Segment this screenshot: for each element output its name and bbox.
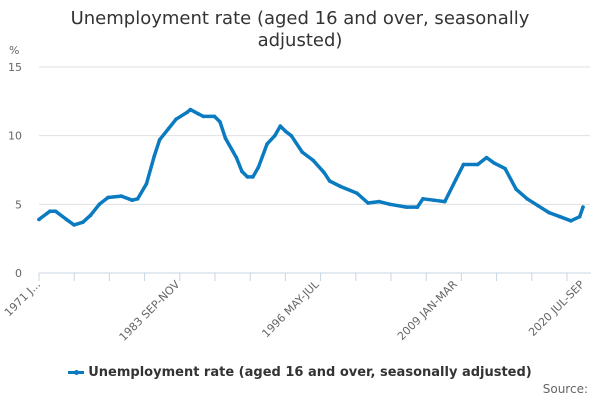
data-point xyxy=(388,202,392,207)
data-point xyxy=(327,179,332,183)
data-point xyxy=(245,175,250,179)
data-point xyxy=(135,197,140,201)
data-point xyxy=(152,154,156,159)
data-point xyxy=(525,197,529,201)
data-point xyxy=(581,205,585,209)
data-point xyxy=(492,161,496,165)
x-tick-label: 1996 MAY-JUL xyxy=(259,277,322,340)
data-point xyxy=(569,219,573,223)
y-tick-label: 15 xyxy=(8,61,22,74)
data-point xyxy=(48,209,52,213)
legend[interactable]: Unemployment rate (aged 16 and over, sea… xyxy=(0,365,600,380)
data-point xyxy=(196,111,200,116)
data-point xyxy=(278,124,283,128)
data-point xyxy=(188,107,193,112)
data-point xyxy=(558,214,562,219)
data-point xyxy=(289,133,294,138)
data-point xyxy=(97,202,102,207)
data-point xyxy=(338,184,343,189)
x-tick-label: 2020 JUL-SEP xyxy=(526,278,587,339)
source-label: Source: xyxy=(542,382,588,396)
data-point xyxy=(201,114,206,119)
data-point xyxy=(536,203,540,208)
data-point xyxy=(300,150,305,154)
data-point xyxy=(251,175,255,179)
y-tick-label: 10 xyxy=(8,130,22,143)
data-point xyxy=(218,120,222,124)
x-tick-label: 2009 JAN-MAR xyxy=(395,278,460,343)
data-point xyxy=(421,197,425,201)
y-tick-label: 0 xyxy=(15,267,22,280)
data-point xyxy=(240,169,244,174)
x-tick-label: 1971 J... xyxy=(2,278,43,319)
data-point xyxy=(157,137,162,142)
data-point xyxy=(53,209,58,213)
data-point xyxy=(72,223,76,227)
y-axis-unit-label: % xyxy=(9,44,20,57)
data-point xyxy=(223,136,228,141)
x-tick-label: 1983 SEP-NOV xyxy=(117,278,183,344)
data-point xyxy=(130,198,135,203)
data-point xyxy=(577,214,582,219)
data-point xyxy=(415,205,420,209)
data-point xyxy=(377,199,381,204)
data-point xyxy=(311,158,315,163)
data-point xyxy=(322,170,326,175)
data-point xyxy=(81,220,85,224)
data-point xyxy=(503,166,507,171)
data-point xyxy=(443,199,447,204)
data-point xyxy=(64,217,69,222)
data-point xyxy=(144,181,149,186)
data-point xyxy=(355,191,359,196)
data-point xyxy=(88,213,93,218)
data-point xyxy=(256,165,261,170)
data-point xyxy=(461,162,466,167)
data-point xyxy=(119,194,124,198)
data-point xyxy=(37,217,41,222)
data-point xyxy=(166,127,171,131)
y-tick-label: 5 xyxy=(15,198,22,211)
legend-label: Unemployment rate (aged 16 and over, sea… xyxy=(88,365,532,380)
legend-swatch-icon xyxy=(68,369,85,375)
data-point xyxy=(432,198,436,203)
data-point xyxy=(514,187,518,192)
data-point xyxy=(453,177,458,182)
data-point xyxy=(212,114,217,119)
chart-title: Unemployment rate (aged 16 and over, sea… xyxy=(70,8,530,51)
data-point xyxy=(106,195,110,200)
series-line xyxy=(37,107,585,227)
data-point xyxy=(547,210,551,215)
data-point xyxy=(185,110,189,115)
data-point xyxy=(484,155,489,160)
data-point xyxy=(475,162,480,167)
data-point xyxy=(273,133,277,138)
data-point xyxy=(234,155,239,160)
data-point xyxy=(404,205,409,209)
data-point xyxy=(283,129,288,134)
data-point xyxy=(265,142,269,146)
data-point xyxy=(174,117,178,121)
data-point xyxy=(366,201,370,205)
